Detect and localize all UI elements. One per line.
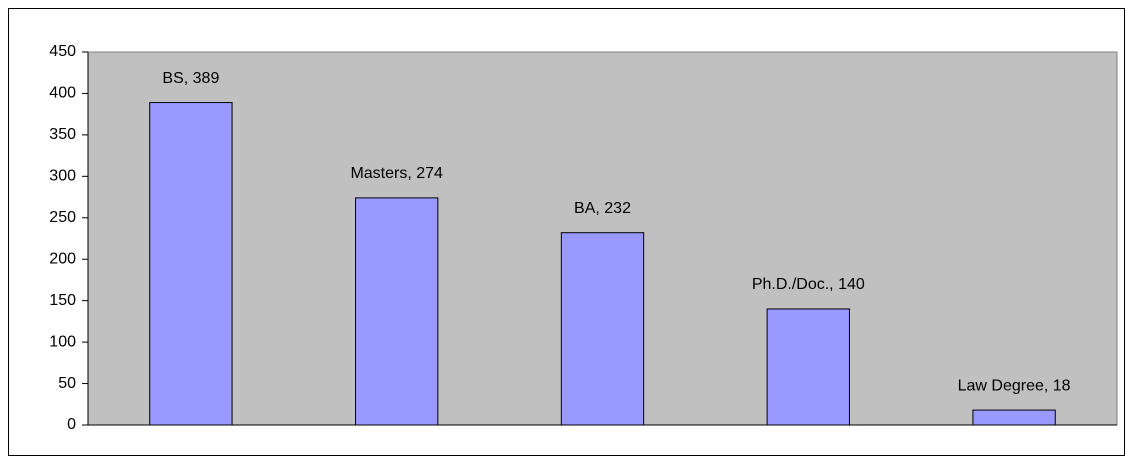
- y-tick-label: 50: [58, 375, 76, 392]
- y-tick-label: 350: [49, 126, 76, 143]
- y-tick-label: 200: [49, 250, 76, 267]
- bar: [560, 232, 645, 426]
- data-label: BA, 232: [574, 200, 631, 217]
- data-label: BS, 389: [162, 70, 219, 87]
- y-tick-label: 100: [49, 333, 76, 350]
- data-label: Law Degree, 18: [958, 377, 1071, 394]
- y-tick-label: 250: [49, 209, 76, 226]
- y-tick-label: 450: [49, 43, 76, 60]
- y-tick-label: 0: [67, 416, 76, 433]
- y-tick-label: 400: [49, 85, 76, 102]
- bar: [355, 197, 439, 426]
- y-tick-label: 150: [49, 292, 76, 309]
- y-tick-label: 300: [49, 168, 76, 185]
- bar: [149, 102, 233, 426]
- data-label: Masters, 274: [350, 165, 443, 182]
- data-label: Ph.D./Doc., 140: [752, 276, 865, 293]
- bar: [766, 308, 850, 426]
- bar: [972, 409, 1056, 426]
